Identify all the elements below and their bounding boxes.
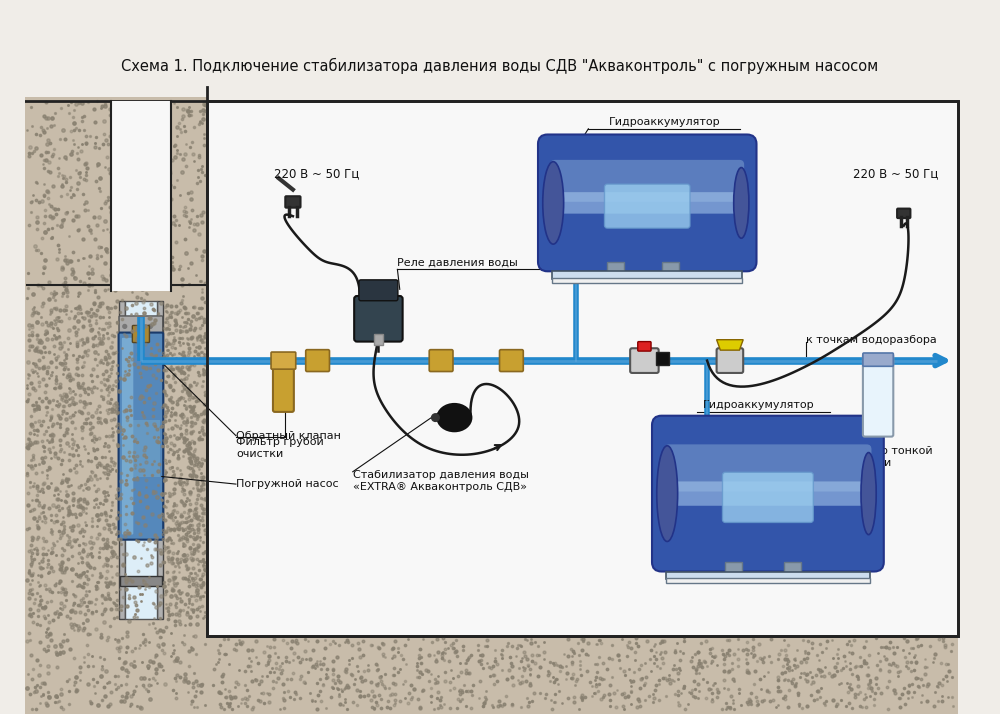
Text: 220 В ~ 50 Гц: 220 В ~ 50 Гц (274, 167, 359, 180)
FancyBboxPatch shape (863, 354, 893, 436)
Ellipse shape (861, 453, 876, 535)
FancyBboxPatch shape (656, 352, 669, 366)
FancyBboxPatch shape (119, 333, 163, 540)
FancyBboxPatch shape (784, 562, 801, 573)
FancyBboxPatch shape (557, 192, 738, 213)
Text: Фильтр тонкой
очистки: Фильтр тонкой очистки (844, 446, 933, 468)
Text: Гидроаккумулятор: Гидроаккумулятор (609, 117, 720, 127)
FancyBboxPatch shape (552, 278, 742, 283)
FancyBboxPatch shape (666, 578, 870, 583)
Text: Погружной насос: Погружной насос (236, 479, 339, 489)
FancyBboxPatch shape (664, 444, 871, 491)
FancyBboxPatch shape (125, 301, 157, 619)
FancyBboxPatch shape (110, 101, 171, 291)
Ellipse shape (657, 446, 678, 541)
Ellipse shape (543, 161, 564, 244)
Text: 220 В ~ 50 Гц: 220 В ~ 50 Гц (853, 167, 939, 180)
FancyBboxPatch shape (207, 101, 958, 636)
FancyBboxPatch shape (273, 358, 294, 412)
FancyBboxPatch shape (25, 96, 207, 714)
FancyBboxPatch shape (722, 472, 813, 523)
FancyBboxPatch shape (120, 576, 162, 585)
FancyBboxPatch shape (550, 160, 744, 202)
FancyBboxPatch shape (671, 481, 865, 506)
Text: Обратный клапан: Обратный клапан (236, 431, 341, 441)
FancyBboxPatch shape (119, 266, 163, 275)
FancyBboxPatch shape (500, 350, 523, 371)
FancyBboxPatch shape (359, 280, 398, 301)
Text: Схема 1. Подключение стабилизатора давления воды СДВ "Акваконтроль" с погружным : Схема 1. Подключение стабилизатора давле… (121, 58, 879, 74)
FancyBboxPatch shape (157, 301, 163, 619)
FancyBboxPatch shape (662, 262, 679, 273)
Circle shape (432, 414, 439, 421)
FancyBboxPatch shape (122, 338, 133, 535)
Ellipse shape (734, 168, 749, 238)
FancyBboxPatch shape (725, 562, 742, 573)
Text: Фильтр грубой
очистки: Фильтр грубой очистки (236, 436, 324, 459)
FancyBboxPatch shape (115, 254, 167, 266)
FancyBboxPatch shape (429, 350, 453, 371)
Text: Гидроаккумулятор: Гидроаккумулятор (703, 400, 814, 410)
FancyBboxPatch shape (354, 296, 403, 341)
Ellipse shape (438, 404, 471, 431)
FancyBboxPatch shape (119, 316, 163, 335)
FancyBboxPatch shape (666, 571, 870, 579)
FancyBboxPatch shape (374, 334, 383, 346)
FancyBboxPatch shape (122, 420, 160, 476)
FancyBboxPatch shape (306, 350, 329, 371)
FancyBboxPatch shape (132, 326, 149, 343)
FancyBboxPatch shape (607, 262, 624, 273)
FancyBboxPatch shape (717, 348, 743, 373)
Text: Реле давления воды: Реле давления воды (397, 258, 518, 268)
FancyBboxPatch shape (119, 301, 125, 619)
FancyBboxPatch shape (630, 348, 659, 373)
FancyBboxPatch shape (285, 196, 301, 208)
Text: к точкам водоразбора: к точкам водоразбора (806, 335, 937, 345)
Polygon shape (717, 340, 743, 350)
FancyBboxPatch shape (897, 208, 910, 218)
FancyBboxPatch shape (552, 271, 742, 279)
FancyBboxPatch shape (652, 416, 884, 571)
FancyBboxPatch shape (207, 636, 958, 714)
FancyBboxPatch shape (604, 184, 690, 228)
FancyBboxPatch shape (538, 134, 757, 271)
Text: Стабилизатор давления воды
«EXTRA® Акваконтроль СДВ»: Стабилизатор давления воды «EXTRA® Аквак… (353, 470, 529, 492)
FancyBboxPatch shape (271, 352, 296, 369)
FancyBboxPatch shape (638, 341, 651, 351)
Circle shape (149, 324, 152, 328)
Circle shape (123, 324, 127, 328)
FancyBboxPatch shape (863, 353, 893, 366)
